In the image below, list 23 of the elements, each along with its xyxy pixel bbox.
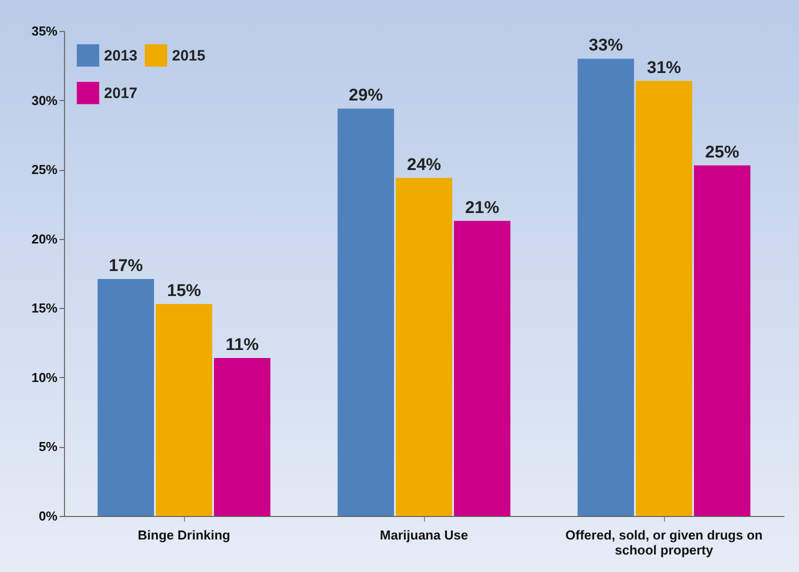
x-tick-label: Offered, sold, or given drugs on school property: [565, 528, 763, 558]
data-label: 25%: [705, 142, 740, 162]
data-label: 31%: [646, 58, 682, 77]
y-tick-label: 15%: [31, 300, 58, 316]
data-label: 21%: [465, 198, 500, 217]
y-tick-label: 35%: [31, 24, 58, 38]
y-tick-label: 20%: [31, 231, 58, 246]
data-label: 15%: [166, 280, 202, 300]
legend-label: 2017: [104, 85, 138, 102]
legend-label: 2013: [104, 47, 138, 64]
data-label: 24%: [406, 154, 442, 174]
data-label: 29%: [348, 86, 383, 105]
data-label: 33%: [588, 36, 623, 55]
y-tick-label: 25%: [31, 162, 58, 178]
y-tick-label: 10%: [31, 370, 58, 385]
data-label: 17%: [108, 256, 143, 276]
y-tick-label: 5%: [38, 439, 58, 454]
legend-label: 2015: [172, 47, 206, 64]
y-tick-label: 30%: [31, 92, 58, 108]
y-tick-label: 0%: [38, 508, 58, 524]
x-tick-label: Marijuana Use: [380, 528, 468, 542]
x-tick-label: Binge Drinking: [138, 528, 230, 542]
data-label: 11%: [226, 335, 259, 354]
